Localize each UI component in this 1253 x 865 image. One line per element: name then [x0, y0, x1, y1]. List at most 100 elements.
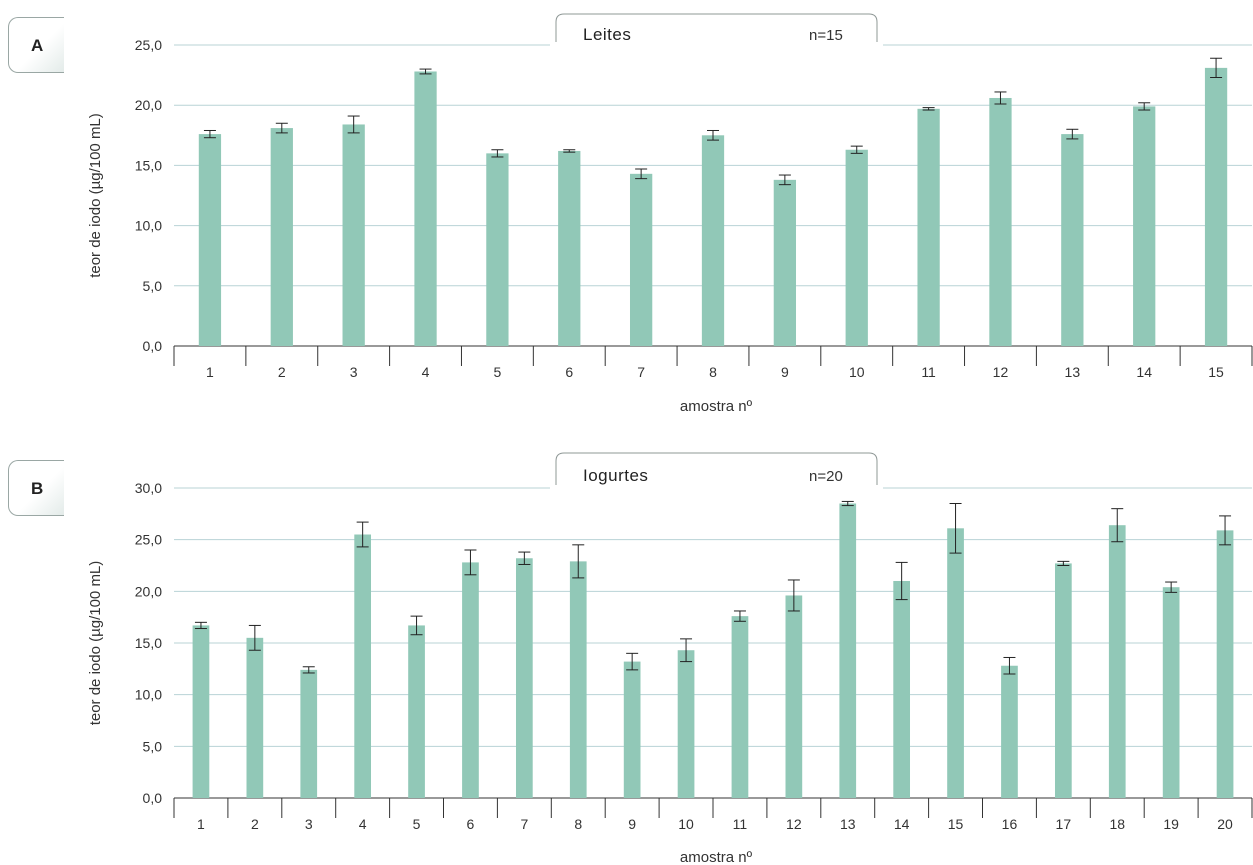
- bar: [414, 71, 437, 346]
- y-tick-label: 25,0: [135, 532, 162, 548]
- bar: [1054, 563, 1072, 798]
- chart-title-box: [555, 13, 878, 44]
- sample-count: n=20: [809, 468, 843, 485]
- y-tick-label: 15,0: [135, 157, 162, 173]
- y-tick-label: 30,0: [135, 480, 162, 496]
- bar: [947, 528, 964, 798]
- bar: [1001, 665, 1018, 798]
- bar: [515, 558, 533, 798]
- x-tick-label: 15: [1208, 364, 1224, 380]
- y-tick-label: 0,0: [143, 338, 163, 354]
- panel-a-label: A: [8, 17, 64, 73]
- x-tick-label: 2: [251, 816, 259, 832]
- bar: [989, 97, 1012, 346]
- y-tick-label: 10,0: [135, 687, 162, 703]
- bar: [300, 669, 318, 798]
- y-tick-label: 5,0: [143, 278, 163, 294]
- x-tick-label: 14: [1136, 364, 1152, 380]
- x-tick-label: 5: [494, 364, 502, 380]
- bar: [342, 124, 365, 347]
- bar: [270, 128, 293, 346]
- x-tick-label: 8: [574, 816, 582, 832]
- y-tick-label: 15,0: [135, 635, 162, 651]
- x-axis-label: amostra nº: [680, 398, 753, 415]
- sample-count: n=15: [809, 27, 843, 44]
- x-tick-label: 14: [894, 816, 910, 832]
- x-tick-label: 7: [520, 816, 528, 832]
- y-tick-label: 0,0: [143, 790, 163, 806]
- bar: [1162, 587, 1180, 798]
- x-tick-label: 1: [206, 364, 214, 380]
- x-tick-label: 5: [413, 816, 421, 832]
- title-box-gap: [550, 42, 883, 46]
- y-tick-label: 10,0: [135, 218, 162, 234]
- x-tick-label: 10: [678, 816, 694, 832]
- x-tick-label: 3: [350, 364, 358, 380]
- chart-title: Iogurtes: [583, 466, 648, 485]
- x-tick-label: 12: [993, 364, 1009, 380]
- x-tick-label: 15: [948, 816, 964, 832]
- y-axis-label: teor de iodo (µg/100 mL): [87, 113, 104, 278]
- y-tick-label: 25,0: [135, 37, 162, 53]
- bar: [893, 581, 911, 798]
- x-tick-label: 2: [278, 364, 286, 380]
- bar: [731, 616, 749, 798]
- x-tick-label: 9: [628, 816, 636, 832]
- bar: [785, 595, 803, 798]
- bar: [1204, 67, 1228, 346]
- x-tick-label: 20: [1217, 816, 1233, 832]
- x-tick-label: 19: [1163, 816, 1179, 832]
- x-tick-label: 4: [422, 364, 430, 380]
- y-tick-label: 5,0: [143, 738, 163, 754]
- bar: [246, 637, 264, 798]
- bar: [1133, 106, 1156, 347]
- x-tick-label: 17: [1056, 816, 1072, 832]
- bar: [629, 173, 653, 346]
- bar: [677, 650, 695, 798]
- y-axis-label: teor de iodo (µg/100 mL): [87, 561, 104, 726]
- bar: [354, 534, 372, 798]
- bar: [1108, 525, 1126, 798]
- bar: [192, 625, 210, 798]
- panel-b-label: B: [8, 460, 64, 516]
- x-tick-label: 8: [709, 364, 717, 380]
- bar: [569, 561, 587, 798]
- x-tick-label: 13: [1065, 364, 1081, 380]
- bar: [558, 150, 581, 346]
- x-tick-label: 11: [921, 364, 936, 380]
- bar: [1061, 134, 1084, 346]
- chart-panel-2: 0,05,010,015,020,025,030,01 2 3 4 5 6 7 8 9 10 11 1…: [87, 452, 1253, 865]
- x-axis-label: amostra nº: [680, 849, 753, 865]
- x-tick-label: 4: [359, 816, 367, 832]
- bar: [839, 503, 857, 798]
- bar: [198, 134, 222, 346]
- x-tick-label: 3: [305, 816, 313, 832]
- x-tick-label: 1: [197, 816, 205, 832]
- x-tick-label: 6: [467, 816, 475, 832]
- x-tick-label: 12: [786, 816, 802, 832]
- bar: [1216, 530, 1234, 798]
- x-tick-label: 18: [1109, 816, 1125, 832]
- x-tick-label: 16: [1002, 816, 1018, 832]
- bar: [462, 562, 479, 798]
- title-box-gap: [550, 485, 883, 489]
- x-tick-label: 13: [840, 816, 856, 832]
- x-tick-label: 7: [637, 364, 645, 380]
- bar: [845, 149, 868, 346]
- bar: [623, 661, 641, 798]
- bar: [773, 179, 797, 346]
- chart-panel-1: 0,05,010,015,020,025,01 2 3 4 5 6 7 8 9 10 11 12 13 1…: [87, 13, 1253, 415]
- x-tick-label: 10: [849, 364, 865, 380]
- bar: [486, 153, 509, 346]
- x-tick-label: 11: [733, 816, 748, 832]
- bar: [917, 108, 940, 346]
- bar: [701, 135, 725, 346]
- x-tick-label: 9: [781, 364, 789, 380]
- bar: [408, 625, 425, 798]
- chart-title: Leites: [583, 25, 631, 44]
- y-tick-label: 20,0: [135, 97, 162, 113]
- chart-title-box: [555, 452, 878, 487]
- y-tick-label: 20,0: [135, 583, 162, 599]
- x-tick-label: 6: [565, 364, 573, 380]
